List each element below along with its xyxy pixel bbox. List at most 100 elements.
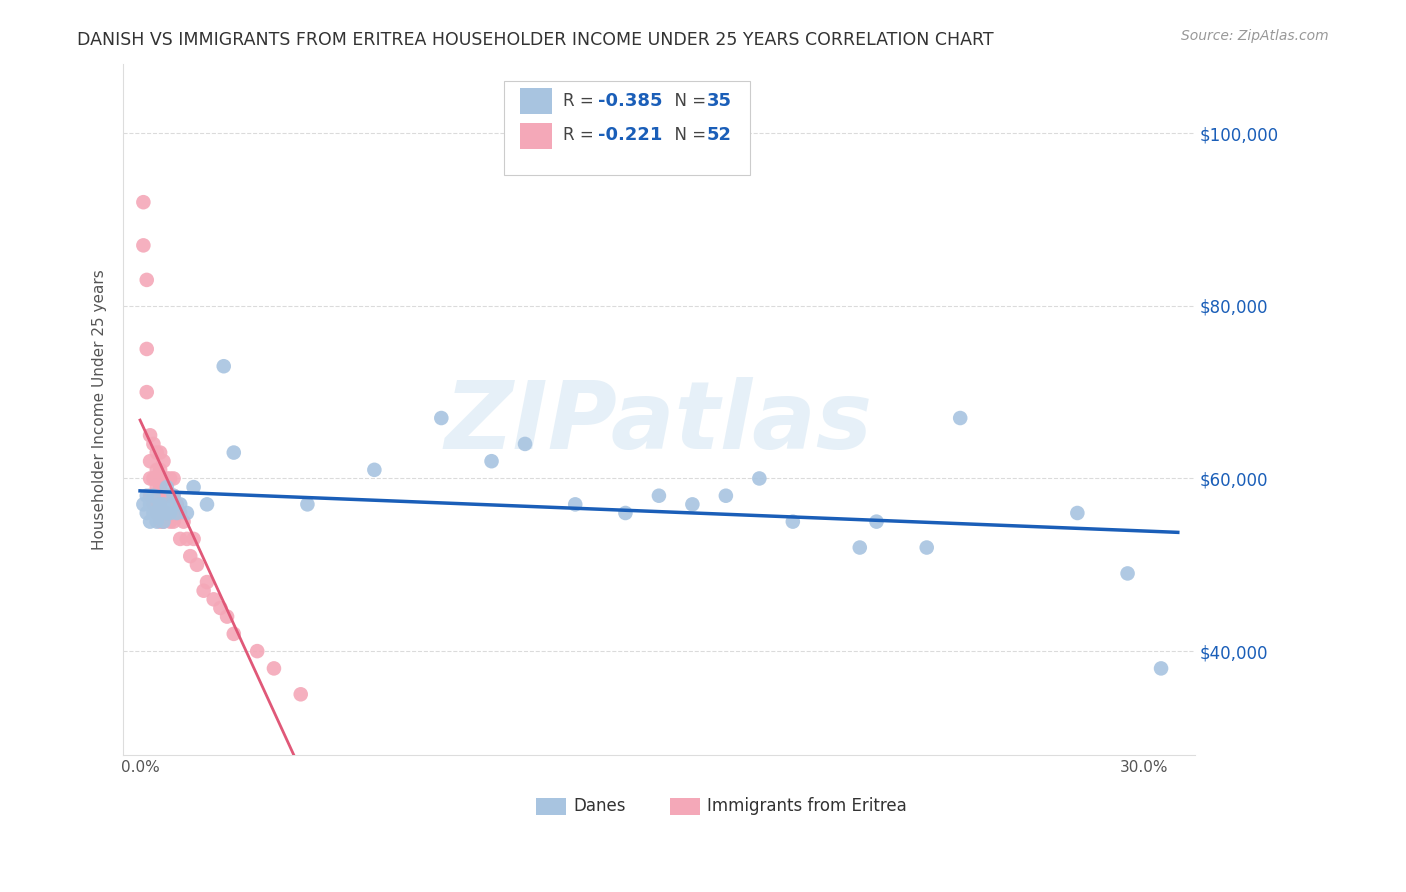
Point — [179, 549, 201, 564]
Point — [915, 541, 938, 555]
Point — [149, 515, 172, 529]
Point — [146, 515, 169, 529]
Point — [748, 471, 770, 485]
Point — [142, 489, 165, 503]
Point — [152, 497, 174, 511]
Point — [186, 558, 208, 572]
Point — [681, 497, 703, 511]
Text: 35: 35 — [707, 92, 733, 110]
Point — [1150, 661, 1173, 675]
Point — [162, 515, 184, 529]
Point — [135, 489, 157, 503]
Point — [949, 411, 972, 425]
Point — [195, 575, 218, 590]
Point — [714, 489, 737, 503]
Point — [176, 532, 198, 546]
Point — [782, 515, 804, 529]
Point — [166, 506, 188, 520]
FancyBboxPatch shape — [520, 123, 551, 149]
Point — [481, 454, 503, 468]
Point — [159, 471, 181, 485]
Point — [142, 506, 165, 520]
Point — [162, 497, 184, 511]
Point — [193, 583, 215, 598]
Point — [139, 428, 162, 442]
Point — [1066, 506, 1088, 520]
FancyBboxPatch shape — [536, 797, 565, 814]
Point — [290, 687, 312, 701]
Point — [146, 445, 169, 459]
Point — [209, 601, 232, 615]
Point — [135, 273, 157, 287]
Point — [139, 515, 162, 529]
Point — [146, 463, 169, 477]
Point — [156, 506, 179, 520]
Point — [513, 437, 536, 451]
Point — [135, 506, 157, 520]
Point — [149, 480, 172, 494]
Point — [146, 506, 169, 520]
Point — [162, 471, 184, 485]
Point — [139, 489, 162, 503]
Point — [195, 497, 218, 511]
Point — [159, 489, 181, 503]
Point — [132, 195, 155, 210]
Point — [166, 497, 188, 511]
Point — [1116, 566, 1139, 581]
Point — [152, 471, 174, 485]
Point — [159, 506, 181, 520]
Text: ZIPatlas: ZIPatlas — [444, 377, 873, 469]
Point — [149, 497, 172, 511]
Point — [169, 532, 191, 546]
Text: N =: N = — [664, 92, 711, 110]
Point — [430, 411, 453, 425]
Point — [297, 497, 319, 511]
Text: N =: N = — [664, 126, 711, 145]
Point — [162, 489, 184, 503]
Text: Danes: Danes — [574, 797, 626, 815]
Point — [142, 497, 165, 511]
Point — [146, 506, 169, 520]
Point — [152, 454, 174, 468]
Point — [146, 480, 169, 494]
Text: DANISH VS IMMIGRANTS FROM ERITREA HOUSEHOLDER INCOME UNDER 25 YEARS CORRELATION : DANISH VS IMMIGRANTS FROM ERITREA HOUSEH… — [77, 31, 994, 49]
Point — [146, 497, 169, 511]
Point — [149, 506, 172, 520]
Point — [564, 497, 586, 511]
Point — [202, 592, 225, 607]
Point — [222, 627, 245, 641]
Point — [222, 445, 245, 459]
FancyBboxPatch shape — [520, 88, 551, 114]
Point — [139, 497, 162, 511]
Point — [149, 463, 172, 477]
Point — [142, 471, 165, 485]
Point — [183, 532, 205, 546]
Point — [152, 489, 174, 503]
Point — [169, 506, 191, 520]
Point — [152, 515, 174, 529]
Point — [149, 497, 172, 511]
Point — [132, 238, 155, 252]
Point — [156, 480, 179, 494]
Point — [156, 471, 179, 485]
Point — [159, 515, 181, 529]
Point — [156, 489, 179, 503]
Point — [865, 515, 887, 529]
Point — [156, 506, 179, 520]
Point — [139, 471, 162, 485]
Point — [142, 437, 165, 451]
Point — [212, 359, 235, 374]
Point — [217, 609, 239, 624]
Text: -0.385: -0.385 — [598, 92, 662, 110]
Text: 52: 52 — [707, 126, 733, 145]
Text: Immigrants from Eritrea: Immigrants from Eritrea — [707, 797, 907, 815]
Point — [162, 489, 184, 503]
Point — [132, 497, 155, 511]
Point — [169, 497, 191, 511]
FancyBboxPatch shape — [503, 81, 749, 175]
Point — [176, 506, 198, 520]
Point — [135, 342, 157, 356]
Point — [363, 463, 385, 477]
Point — [263, 661, 285, 675]
Text: R =: R = — [562, 92, 599, 110]
